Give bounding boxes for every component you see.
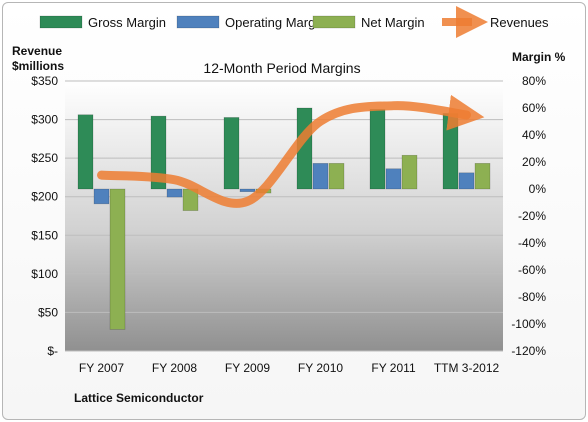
left-tick-label: $350 <box>31 74 58 88</box>
legend-swatch <box>312 15 356 29</box>
right-tick-label: -120% <box>511 344 546 358</box>
category-label: FY 2007 <box>79 361 124 375</box>
left-tick-label: $50 <box>38 305 58 319</box>
chart-title: 12-Month Period Margins <box>203 60 360 76</box>
right-tick-label: 20% <box>522 155 546 169</box>
bar-operating-margin <box>166 188 183 198</box>
bar-gross-margin <box>223 117 240 190</box>
bar-net-margin <box>474 163 491 190</box>
bar-net-margin <box>109 188 126 330</box>
left-tick-label: $250 <box>31 151 58 165</box>
legend: Gross Margin Operating Margin Net Margin Re… <box>39 6 549 38</box>
bar-gross-margin <box>442 113 459 190</box>
bar-series <box>77 107 491 330</box>
bar-operating-margin <box>458 172 475 190</box>
legend-swatch <box>39 15 83 29</box>
legend-label: Net Margin <box>361 15 425 30</box>
left-axis-label-unit: $millions <box>12 59 64 73</box>
left-axis-label: Revenue <box>12 44 62 58</box>
right-tick-label: 80% <box>522 74 546 88</box>
right-tick-label: -40% <box>518 236 546 250</box>
bar-net-margin <box>401 154 418 190</box>
gridlines <box>65 80 503 352</box>
bar-net-margin <box>328 163 345 190</box>
category-label: FY 2010 <box>298 361 343 375</box>
category-label: FY 2011 <box>371 361 416 375</box>
right-tick-label: -20% <box>518 209 546 223</box>
category-labels: FY 2007 FY 2008 FY 2009 FY 2010 FY 2011 TTM 3… <box>79 361 500 375</box>
right-tick-label: 60% <box>522 101 546 115</box>
legend-label: Gross Margin <box>88 15 166 30</box>
bar-operating-margin <box>385 168 402 190</box>
bar-gross-margin <box>77 114 94 190</box>
category-label: FY 2008 <box>152 361 197 375</box>
right-axis-ticks: 80% 60% 40% 20% 0% -20% -40% -60% -80% -100% -120% <box>511 74 546 358</box>
left-tick-label: $- <box>47 344 58 358</box>
right-tick-label: -60% <box>518 263 546 277</box>
right-tick-label: 40% <box>522 128 546 142</box>
legend-label: Operating Margin <box>225 15 325 30</box>
bar-gross-margin <box>369 109 386 190</box>
category-label: TTM 3-2012 <box>434 361 500 375</box>
company-label: Lattice Semiconductor <box>74 391 204 405</box>
bar-operating-margin <box>93 188 110 205</box>
left-tick-label: $200 <box>31 190 58 204</box>
revenue-line-path <box>97 94 485 208</box>
right-tick-label: -100% <box>511 317 546 331</box>
right-tick-label: 0% <box>529 182 547 196</box>
legend-swatch <box>176 15 220 29</box>
right-axis-label: Margin % <box>512 50 566 64</box>
bar-operating-margin <box>312 163 329 190</box>
category-label: FY 2009 <box>225 361 270 375</box>
right-tick-label: -80% <box>518 290 546 304</box>
legend-label: Revenues <box>490 15 549 30</box>
plot-area <box>65 81 503 351</box>
revenue-line <box>97 94 485 208</box>
left-tick-label: $100 <box>31 267 58 281</box>
left-axis-ticks: $350 $300 $250 $200 $150 $100 $50 $- <box>31 74 58 358</box>
left-tick-label: $150 <box>31 228 58 242</box>
left-tick-label: $300 <box>31 113 58 127</box>
bar-gross-margin <box>150 115 167 190</box>
bar-operating-margin <box>239 188 256 192</box>
